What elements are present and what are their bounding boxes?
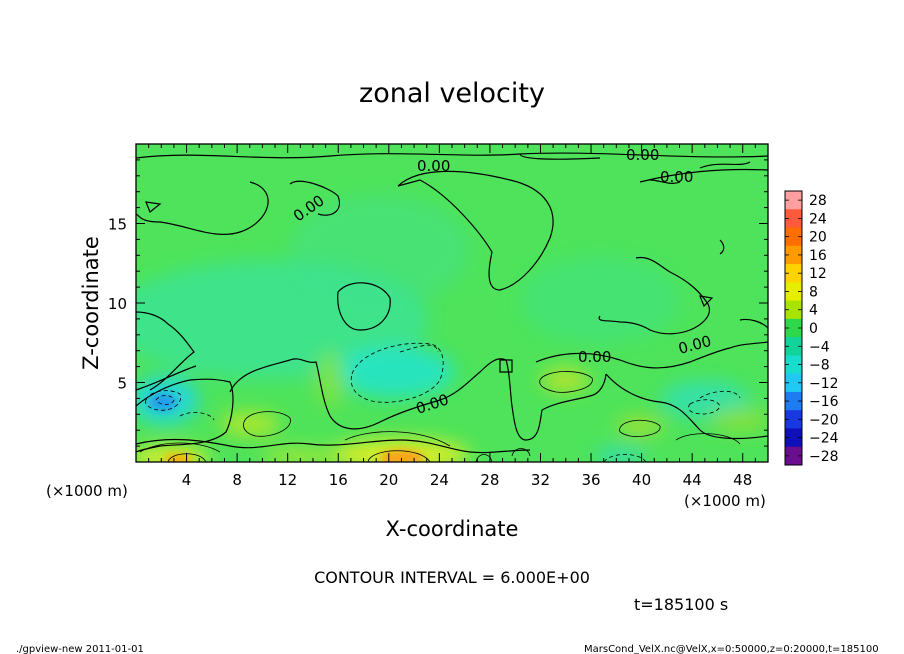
x-tick-label: 28 (480, 471, 499, 489)
contour-lines-zero (136, 152, 768, 454)
colorbar-swatch (785, 282, 802, 302)
footer-left: ./gpview-new 2011-01-01 (16, 644, 144, 654)
colorbar-swatch (785, 245, 802, 265)
x-tick-label: 24 (430, 471, 449, 489)
colorbar-label: 28 (809, 193, 827, 209)
y-unit-label: (×1000 m) (46, 482, 128, 500)
x-tick-label: 4 (182, 471, 192, 489)
colorbar-label: 24 (809, 211, 827, 227)
colorbar-label: 8 (809, 284, 818, 300)
colorbar-label: 16 (809, 248, 827, 264)
colorbar-swatch (785, 391, 802, 411)
colorbar-label: −4 (809, 339, 830, 355)
colorbar-label: −16 (809, 394, 839, 410)
time-label: t=185100 s (634, 595, 728, 614)
contour-label: 0.00 (578, 348, 611, 366)
x-tick-label: 48 (733, 471, 752, 489)
x-axis-label: X-coordinate (386, 517, 519, 541)
colorbar-swatch (785, 227, 802, 247)
x-tick-label: 36 (581, 471, 600, 489)
colorbar-swatch (785, 264, 802, 283)
colorbar-label: 12 (809, 266, 827, 282)
colorbar-label: 0 (809, 321, 818, 337)
field-shading (136, 195, 768, 462)
colorbar-swatch (785, 300, 802, 320)
contour-label: 0.00 (660, 168, 693, 186)
colorbar-label: 20 (809, 230, 827, 246)
colorbar-swatch (785, 355, 802, 375)
chart-title: zonal velocity (359, 78, 545, 109)
x-unit-label: (×1000 m) (684, 492, 766, 510)
axis-ticks (136, 144, 768, 462)
x-tick-label: 40 (632, 471, 651, 489)
contour-lines-negative (145, 342, 741, 462)
colorbar-swatch (785, 446, 802, 466)
colorbar-label: −12 (809, 376, 839, 392)
colorbar-label: −8 (809, 358, 830, 374)
x-tick-label: 32 (531, 471, 550, 489)
colorbar-swatch (785, 373, 802, 393)
colorbar-swatch (785, 318, 802, 338)
colorbar-label: 4 (809, 303, 818, 319)
y-tick-label: 10 (108, 295, 127, 313)
colorbar: 28 24 20 16 12 8 4 0 −4 −8 −12 −16 −20 −24 −28 (784, 190, 839, 466)
colorbar-label: −24 (809, 431, 839, 447)
contour-label: 0.00 (417, 157, 450, 175)
colorbar-swatch (785, 428, 802, 448)
x-tick-label: 8 (232, 471, 242, 489)
colorbar-label: −28 (809, 449, 839, 465)
x-tick-label: 16 (329, 471, 348, 489)
x-tick-label: 20 (379, 471, 398, 489)
x-tick-labels: 4 8 12 16 20 24 28 32 36 40 44 48 (182, 471, 752, 489)
y-axis-label: Z-coordinate (79, 236, 103, 370)
x-tick-label: 12 (278, 471, 297, 489)
footer-right: MarsCond_VelX.nc@VelX,x=0:50000,z=0:2000… (584, 644, 879, 654)
y-tick-label: 15 (108, 216, 127, 234)
plot-area: 0.00 0.00 0.00 0.00 0.00 0.00 0.00 (136, 144, 768, 462)
colorbar-swatch (785, 337, 802, 356)
contour-interval-text: CONTOUR INTERVAL = 6.000E+00 (314, 568, 590, 587)
y-tick-label: 5 (117, 375, 127, 393)
x-tick-label: 44 (683, 471, 702, 489)
colorbar-swatch (785, 191, 802, 210)
colorbar-swatch (785, 209, 802, 229)
colorbar-label: −20 (809, 412, 839, 428)
y-tick-labels: 5 10 15 (108, 216, 127, 393)
contour-lines-positive (139, 371, 741, 462)
contour-label: 0.00 (626, 146, 659, 164)
colorbar-swatch (785, 410, 802, 429)
